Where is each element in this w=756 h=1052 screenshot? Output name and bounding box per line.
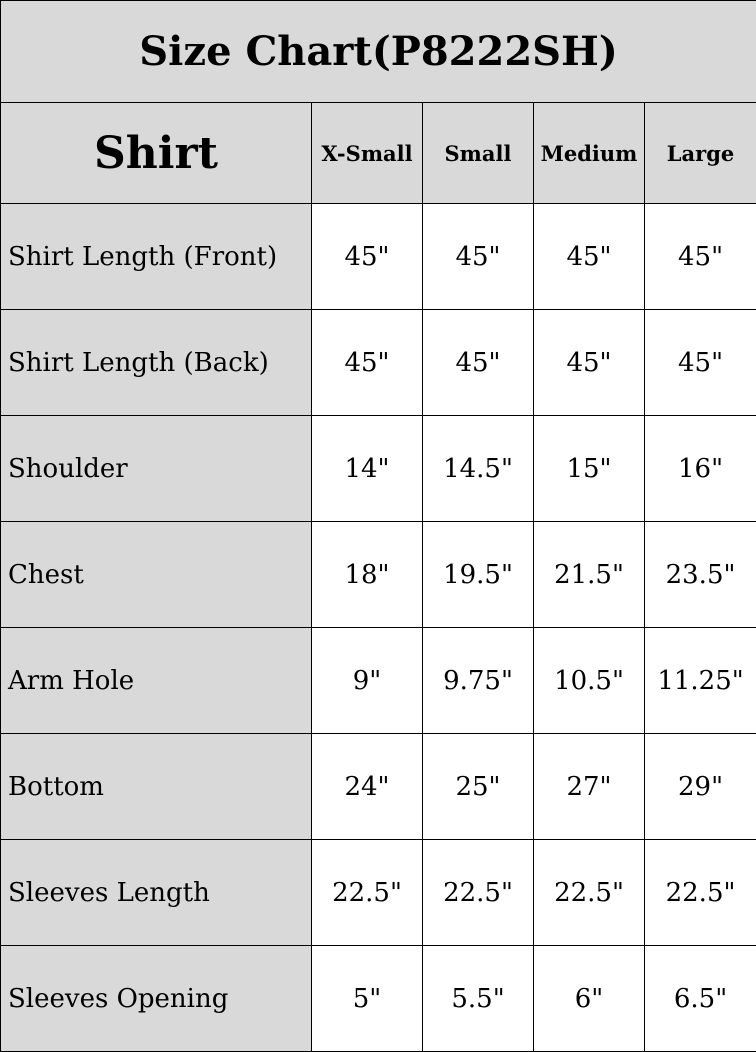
- measurement-value: 6": [533, 945, 645, 1052]
- measurement-value: 24": [311, 733, 423, 840]
- measurement-value: 14": [311, 415, 423, 522]
- measurement-value: 22.5": [422, 839, 534, 946]
- table-row: Arm Hole 9" 9.75" 10.5" 11.25": [0, 627, 756, 734]
- header-row: Shirt X-Small Small Medium Large: [0, 102, 756, 204]
- table-row: Shoulder 14" 14.5" 15" 16": [0, 415, 756, 522]
- size-header-xsmall: X-Small: [311, 102, 423, 204]
- table-row: Shirt Length (Front) 45" 45" 45" 45": [0, 203, 756, 310]
- size-header-medium: Medium: [533, 102, 645, 204]
- measurement-value: 45": [422, 309, 534, 416]
- measurement-value: 5": [311, 945, 423, 1052]
- measurement-value: 9.75": [422, 627, 534, 734]
- measurement-value: 45": [643, 309, 756, 416]
- measurement-value: 45": [643, 203, 756, 310]
- measurement-value: 18": [311, 521, 423, 628]
- chart-title: Size Chart(P8222SH): [0, 0, 756, 103]
- measurement-label: Bottom: [0, 733, 312, 840]
- measurement-value: 21.5": [533, 521, 645, 628]
- table-row: Shirt Length (Back) 45" 45" 45" 45": [0, 309, 756, 416]
- measurement-label: Sleeves Opening: [0, 945, 312, 1052]
- measurement-value: 45": [311, 203, 423, 310]
- measurement-label: Shoulder: [0, 415, 312, 522]
- measurement-value: 45": [533, 309, 645, 416]
- measurement-value: 23.5": [643, 521, 756, 628]
- category-header: Shirt: [0, 102, 312, 204]
- measurement-value: 9": [311, 627, 423, 734]
- measurement-label: Shirt Length (Front): [0, 203, 312, 310]
- measurement-value: 45": [533, 203, 645, 310]
- measurement-value: 27": [533, 733, 645, 840]
- table-row: Chest 18" 19.5" 21.5" 23.5": [0, 521, 756, 628]
- measurement-value: 5.5": [422, 945, 534, 1052]
- measurement-label: Shirt Length (Back): [0, 309, 312, 416]
- measurement-value: 45": [422, 203, 534, 310]
- table-row: Bottom 24" 25" 27" 29": [0, 733, 756, 840]
- measurement-value: 22.5": [643, 839, 756, 946]
- measurement-value: 6.5": [643, 945, 756, 1052]
- measurement-value: 15": [533, 415, 645, 522]
- measurement-value: 10.5": [533, 627, 645, 734]
- measurement-value: 29": [643, 733, 756, 840]
- size-header-large: Large: [643, 102, 756, 204]
- measurement-value: 11.25": [643, 627, 756, 734]
- measurement-value: 22.5": [533, 839, 645, 946]
- measurement-value: 25": [422, 733, 534, 840]
- measurement-label: Arm Hole: [0, 627, 312, 734]
- measurement-value: 22.5": [311, 839, 423, 946]
- measurement-value: 19.5": [422, 521, 534, 628]
- measurement-value: 14.5": [422, 415, 534, 522]
- measurement-value: 16": [643, 415, 756, 522]
- table-row: Sleeves Length 22.5" 22.5" 22.5" 22.5": [0, 839, 756, 946]
- measurement-value: 45": [311, 309, 423, 416]
- size-header-small: Small: [422, 102, 534, 204]
- table-row: Sleeves Opening 5" 5.5" 6" 6.5": [0, 945, 756, 1052]
- measurement-label: Chest: [0, 521, 312, 628]
- measurement-label: Sleeves Length: [0, 839, 312, 946]
